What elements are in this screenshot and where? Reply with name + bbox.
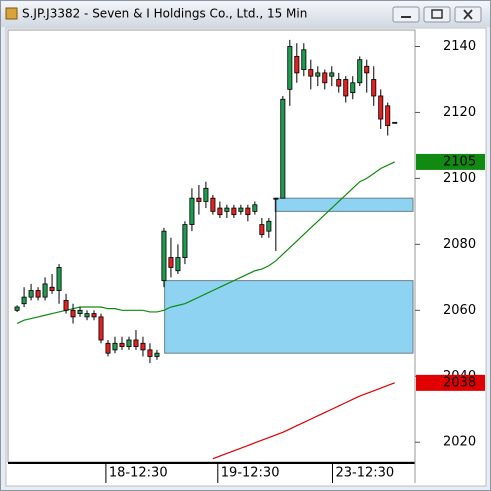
candle-body — [56, 267, 62, 291]
candle-body — [245, 207, 251, 216]
y-tick-label: 2100 — [443, 171, 476, 186]
maximize-button[interactable] — [423, 6, 451, 23]
minimize-button[interactable] — [392, 6, 420, 23]
candle-body — [112, 342, 118, 351]
candle-body — [210, 197, 216, 212]
candle-body — [21, 296, 27, 305]
candle-body — [168, 257, 174, 268]
y-tick-label: 2060 — [443, 303, 476, 318]
price-zone — [274, 197, 414, 212]
candle-body — [224, 207, 230, 212]
x-tick-label: 19-12:30 — [221, 466, 280, 481]
window-title: S.JP.J3382 - Seven & I Holdings Co., Ltd… — [22, 7, 307, 21]
candle-body — [196, 197, 202, 202]
candle-body — [63, 300, 69, 311]
candle-body — [392, 121, 398, 124]
close-button[interactable] — [454, 6, 482, 23]
candle-body — [315, 72, 321, 77]
candle-body — [84, 313, 90, 318]
candle-body — [42, 283, 48, 298]
candle-body — [189, 197, 195, 225]
candle-body — [343, 79, 349, 97]
candle-body — [259, 224, 265, 235]
y-tick-label: 2120 — [443, 105, 476, 120]
candle-body — [294, 55, 300, 74]
candle-body — [273, 197, 279, 200]
y-tick-label: 2140 — [443, 39, 476, 54]
candle-body — [98, 316, 104, 341]
last-value-label: 2038 — [443, 375, 476, 390]
candle-body — [28, 290, 34, 298]
candle-body — [336, 79, 342, 87]
candle-body — [231, 207, 237, 216]
candle-body — [357, 59, 363, 84]
y-tick-label: 2020 — [443, 435, 476, 450]
candle-body — [329, 72, 335, 77]
candle-body — [119, 342, 125, 347]
candle-body — [49, 286, 55, 291]
price-zone — [164, 280, 414, 354]
candle-body — [252, 204, 258, 212]
x-tick-label: 23-12:30 — [335, 466, 394, 481]
candle-body — [161, 230, 167, 282]
candle-body — [364, 65, 370, 74]
plot-area — [7, 29, 416, 463]
candle-body — [70, 309, 76, 318]
candle-body — [322, 72, 328, 84]
candle-body — [378, 95, 384, 120]
candle-body — [238, 207, 244, 212]
candle-body — [133, 339, 139, 347]
last-value-box — [416, 374, 485, 391]
candle-body — [287, 46, 293, 90]
candle-body — [14, 306, 20, 311]
candle-body — [182, 224, 188, 258]
x-tick-label: 18-12:30 — [109, 466, 168, 481]
candle-body — [217, 207, 223, 216]
last-value-box — [416, 153, 485, 170]
candle-body — [77, 309, 83, 315]
candle-body — [147, 349, 153, 357]
candle-body — [154, 352, 160, 357]
candle-body — [175, 257, 181, 272]
last-value-label: 2105 — [443, 154, 476, 169]
moving-average-line — [212, 382, 395, 460]
candle-body — [35, 290, 41, 298]
candle-body — [280, 98, 286, 199]
plot-layer: 202020402060208021002120214018-12:3019-1… — [14, 39, 485, 483]
y-tick-label: 2080 — [443, 237, 476, 252]
candle-body — [301, 49, 307, 70]
candle-body — [308, 69, 314, 77]
candle-body — [203, 187, 209, 202]
candle-body — [126, 339, 132, 347]
candle-body — [91, 313, 97, 318]
candle-body — [105, 342, 111, 354]
window-icon — [5, 7, 18, 20]
candle-body — [266, 220, 272, 232]
candle-body — [350, 82, 356, 94]
candle-body — [385, 105, 391, 127]
candle-body — [371, 79, 377, 97]
candle-body — [140, 342, 146, 351]
